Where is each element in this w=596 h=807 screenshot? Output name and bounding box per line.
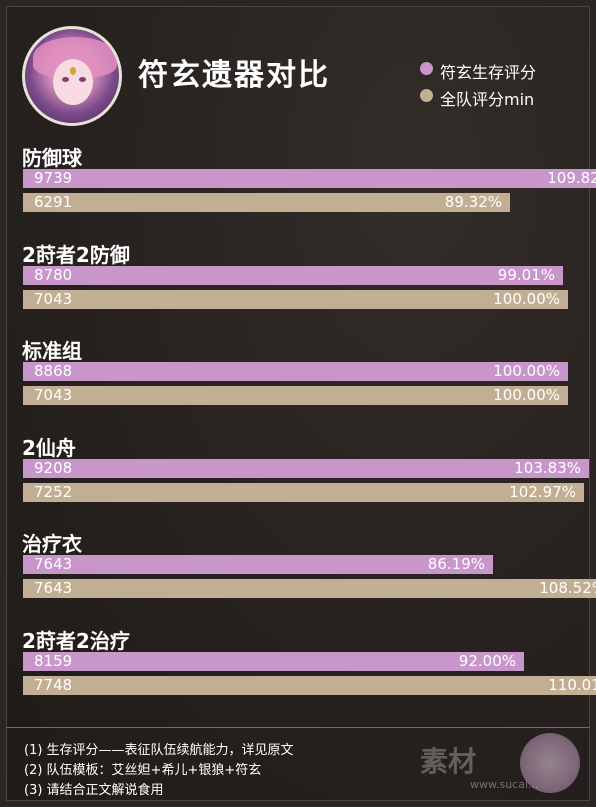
- bar-survival: [23, 555, 493, 574]
- bar-percent-label: 103.83%: [514, 458, 581, 477]
- bar-value-label: 7643: [34, 555, 73, 573]
- bar-percent-label: 89.32%: [444, 193, 502, 211]
- category-label: 治疗衣: [22, 532, 82, 556]
- legend-swatch-survival: [420, 62, 433, 75]
- legend-label-team: 全队评分min: [440, 90, 535, 109]
- bar-team: [23, 289, 568, 309]
- bar-team: [23, 193, 510, 212]
- bar-value-label: 8780: [34, 265, 73, 284]
- bar-percent-label: 110.01%: [548, 675, 596, 694]
- bar-team: [23, 579, 596, 598]
- character-avatar: [22, 26, 122, 126]
- bar-percent-label: 99.01%: [497, 265, 555, 284]
- bar-value-label: 7252: [34, 482, 73, 501]
- bar-value-label: 6291: [34, 193, 73, 211]
- watermark-mascot: [520, 733, 580, 793]
- bar-value-label: 7043: [34, 289, 73, 308]
- bar-survival: [23, 362, 568, 381]
- category-label: 2仙舟: [22, 435, 76, 460]
- bar-survival: [23, 169, 596, 188]
- legend-item-team: 全队评分min: [420, 86, 535, 110]
- category-label: 2莳者2防御: [22, 242, 130, 267]
- bar-team: [23, 386, 568, 405]
- bar-percent-label: 109.82%: [547, 169, 596, 187]
- bar-survival: [23, 458, 589, 478]
- note-3: (3) 请结合正文解说食用: [24, 783, 164, 798]
- avatar-eye-right: [79, 77, 86, 82]
- chart-title: 符玄遗器对比: [138, 58, 330, 93]
- bar-percent-label: 108.52%: [539, 579, 596, 597]
- category-label: 2莳者2治疗: [22, 628, 130, 653]
- bar-percent-label: 86.19%: [427, 555, 485, 573]
- bar-value-label: 7748: [34, 675, 73, 694]
- avatar-third-eye: [70, 67, 76, 75]
- bar-value-label: 8868: [34, 362, 73, 380]
- bar-survival: [23, 265, 563, 285]
- bar-percent-label: 92.00%: [458, 651, 516, 670]
- notes-panel: (1) 生存评分——表征队伍续航能力，详见原文 (2) 队伍模板：艾丝妲+希儿+…: [6, 727, 590, 801]
- legend-label-survival: 符玄生存评分: [440, 63, 537, 82]
- watermark-url: www.sucai...: [470, 778, 539, 791]
- avatar-eye-left: [62, 77, 69, 82]
- bar-value-label: 8159: [34, 651, 73, 670]
- note-2: (2) 队伍模板：艾丝妲+希儿+银狼+符玄: [24, 763, 262, 778]
- bar-percent-label: 102.97%: [509, 482, 576, 501]
- bar-team: [23, 482, 584, 502]
- legend-swatch-team: [420, 89, 433, 102]
- bar-team: [23, 675, 596, 695]
- bar-survival: [23, 651, 524, 671]
- bar-percent-label: 100.00%: [493, 289, 560, 308]
- bar-value-label: 9208: [34, 458, 73, 477]
- bar-value-label: 7643: [34, 579, 73, 597]
- legend-item-survival: 符玄生存评分: [420, 59, 537, 83]
- avatar-face: [53, 59, 93, 105]
- category-label: 防御球: [22, 146, 82, 170]
- category-label: 标准组: [22, 339, 82, 363]
- bar-percent-label: 100.00%: [493, 386, 560, 404]
- bar-value-label: 9739: [34, 169, 73, 187]
- bar-percent-label: 100.00%: [493, 362, 560, 380]
- watermark-text: 素材: [420, 745, 477, 778]
- bar-value-label: 7043: [34, 386, 73, 404]
- note-1: (1) 生存评分——表征队伍续航能力，详见原文: [24, 743, 294, 758]
